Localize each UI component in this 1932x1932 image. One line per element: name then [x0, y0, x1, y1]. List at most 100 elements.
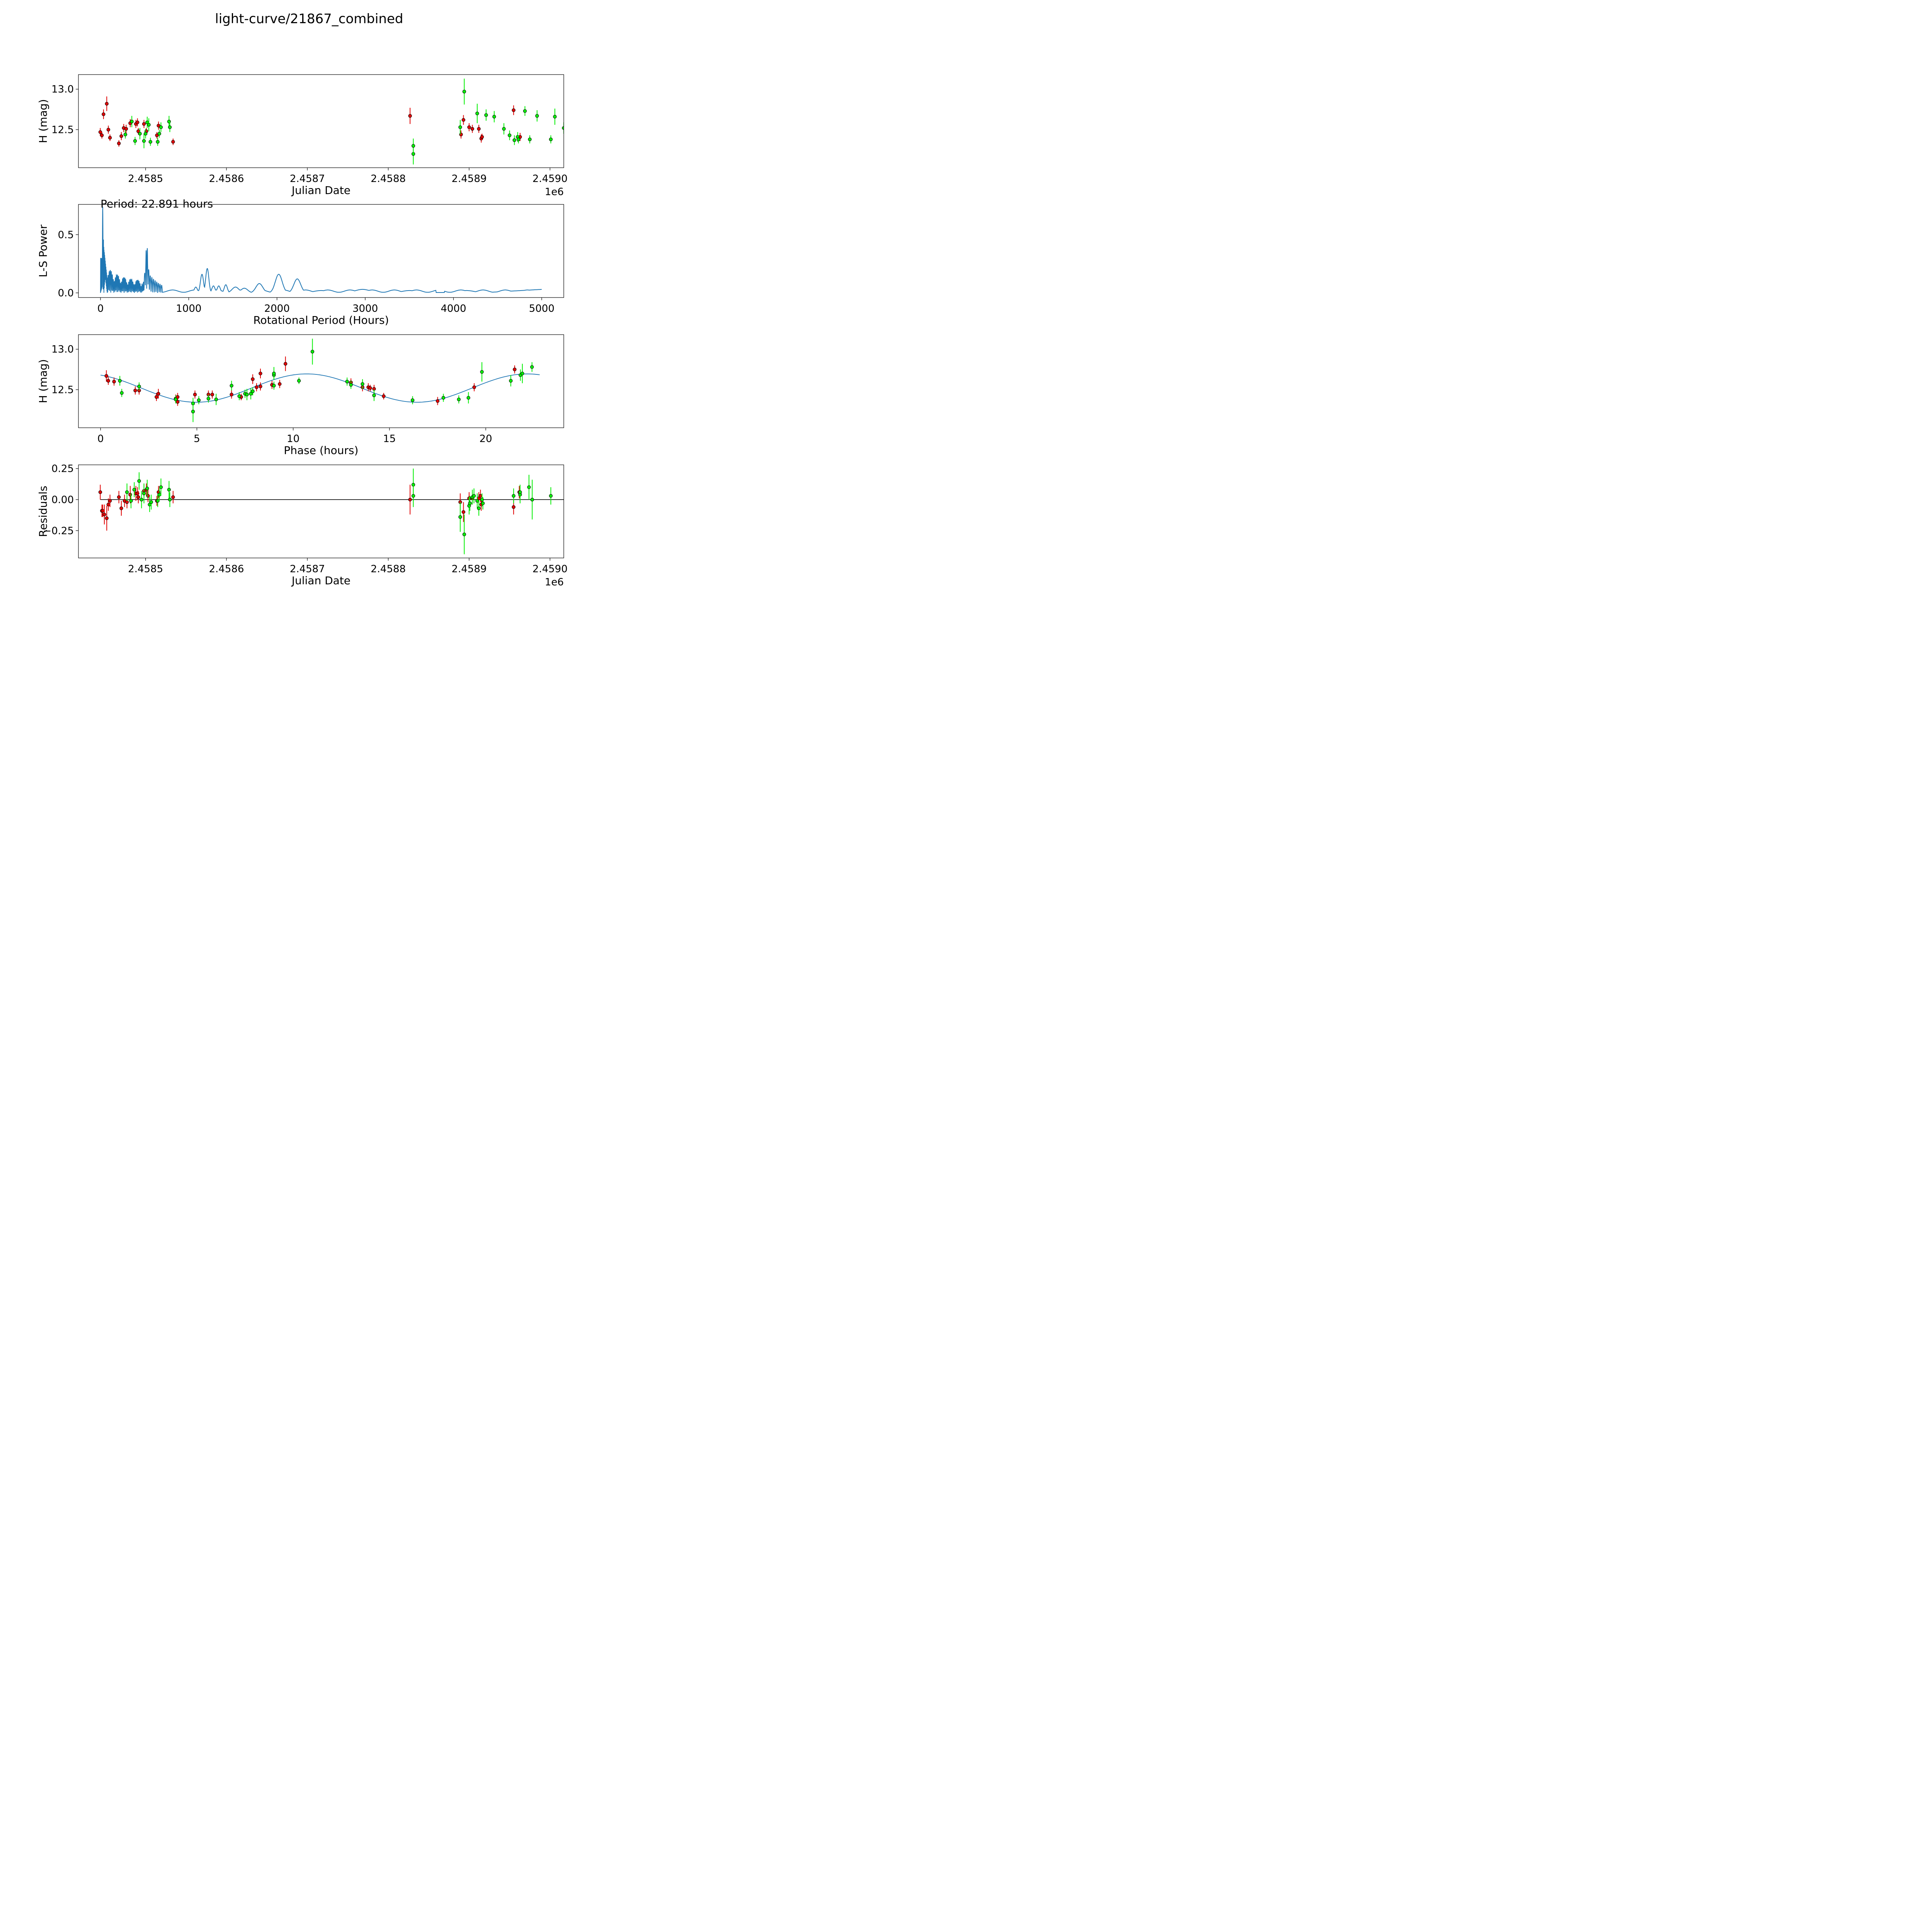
x-tick-label: 2.4590 — [532, 563, 568, 575]
data-point — [132, 488, 136, 492]
y-axis-label: L-S Power — [37, 224, 49, 277]
data-point — [480, 135, 484, 139]
data-point — [149, 500, 153, 504]
data-point — [142, 492, 146, 495]
y-axis-label: Residuals — [37, 486, 49, 537]
data-point — [173, 397, 178, 401]
y-tick-label: 0.5 — [58, 229, 74, 241]
data-point — [535, 114, 539, 118]
y-axis-label: H (mag) — [37, 99, 49, 143]
data-point — [137, 479, 141, 483]
data-point — [297, 379, 301, 383]
data-point — [106, 503, 111, 507]
y-tick-label: 12.5 — [51, 384, 74, 396]
x-tick-label: 2.4586 — [209, 173, 244, 185]
series-red — [98, 483, 521, 531]
data-point — [349, 383, 353, 387]
panel-frame — [78, 204, 564, 298]
data-point — [142, 139, 146, 143]
y-tick-label: 0.00 — [51, 494, 74, 506]
data-point — [142, 122, 146, 126]
data-point — [562, 126, 564, 130]
data-point — [124, 127, 128, 131]
data-point — [477, 506, 481, 510]
data-point — [461, 118, 466, 122]
data-point — [530, 365, 534, 369]
data-point — [157, 493, 162, 497]
data-point — [472, 494, 476, 498]
y-tick-label: 12.5 — [51, 124, 74, 136]
x-axis-label: Phase (hours) — [284, 444, 358, 457]
data-point — [517, 137, 520, 141]
data-point — [502, 127, 506, 131]
period-annotation: Period: 22.891 hours — [100, 197, 213, 210]
data-point — [106, 128, 111, 132]
data-point — [549, 494, 553, 498]
data-point — [408, 498, 412, 502]
data-point — [467, 125, 471, 129]
data-point — [528, 137, 532, 141]
data-point — [136, 120, 139, 124]
data-point — [133, 139, 137, 143]
data-point — [105, 102, 109, 106]
data-point — [119, 506, 123, 510]
data-point — [553, 115, 557, 119]
data-point — [245, 393, 249, 396]
data-point — [138, 132, 142, 136]
data-point — [214, 397, 218, 401]
y-tick-label: 0.25 — [51, 463, 74, 475]
data-point — [130, 119, 134, 124]
data-point — [156, 499, 160, 503]
data-point — [117, 141, 121, 145]
panel-residuals: 2.4585 2.4586 2.4587 2.4588 2.4589 2.4590 −0.2… — [37, 463, 568, 588]
data-point — [251, 377, 255, 381]
data-point — [435, 399, 440, 403]
x-tick-label: 4000 — [440, 303, 466, 315]
x-tick-label: 2.4585 — [128, 173, 163, 185]
data-point — [136, 495, 140, 499]
x-tick-label: 2000 — [264, 303, 290, 315]
data-point — [193, 393, 197, 396]
data-point — [119, 134, 123, 138]
data-point — [159, 125, 163, 129]
data-point — [272, 371, 276, 376]
data-point — [144, 132, 148, 136]
data-point — [468, 501, 472, 505]
data-point — [512, 505, 515, 509]
data-point — [171, 140, 175, 144]
data-point — [372, 393, 376, 397]
y-tick-label: 13.0 — [51, 344, 74, 355]
x-tick-label: 5000 — [529, 303, 554, 315]
data-point — [492, 115, 496, 119]
data-point — [206, 396, 211, 401]
x-axis-label: Julian Date — [291, 184, 350, 197]
x-tick-label: 2.4588 — [371, 173, 406, 185]
data-point — [139, 498, 143, 502]
data-point — [171, 495, 175, 499]
x-tick-label: 2.4588 — [371, 563, 406, 575]
data-point — [123, 133, 128, 136]
data-point — [191, 410, 195, 413]
data-point — [230, 384, 233, 388]
data-point — [462, 532, 466, 536]
data-point — [237, 394, 241, 398]
data-point — [472, 385, 476, 389]
data-point — [98, 490, 102, 494]
data-point — [518, 490, 522, 494]
data-point — [411, 398, 415, 402]
data-point — [259, 384, 262, 388]
data-point — [408, 114, 412, 118]
data-point — [458, 515, 462, 519]
data-point — [508, 133, 512, 137]
data-point — [512, 138, 517, 142]
x-tick-label: 5 — [194, 433, 200, 445]
data-point — [120, 391, 124, 395]
data-point — [512, 494, 515, 498]
data-point — [125, 500, 129, 504]
x-tick-label: 2.4589 — [452, 563, 487, 575]
x-tick-label: 1000 — [176, 303, 201, 315]
data-point — [148, 140, 153, 144]
series-red — [98, 96, 522, 147]
data-point — [230, 393, 233, 396]
data-point — [513, 367, 517, 371]
